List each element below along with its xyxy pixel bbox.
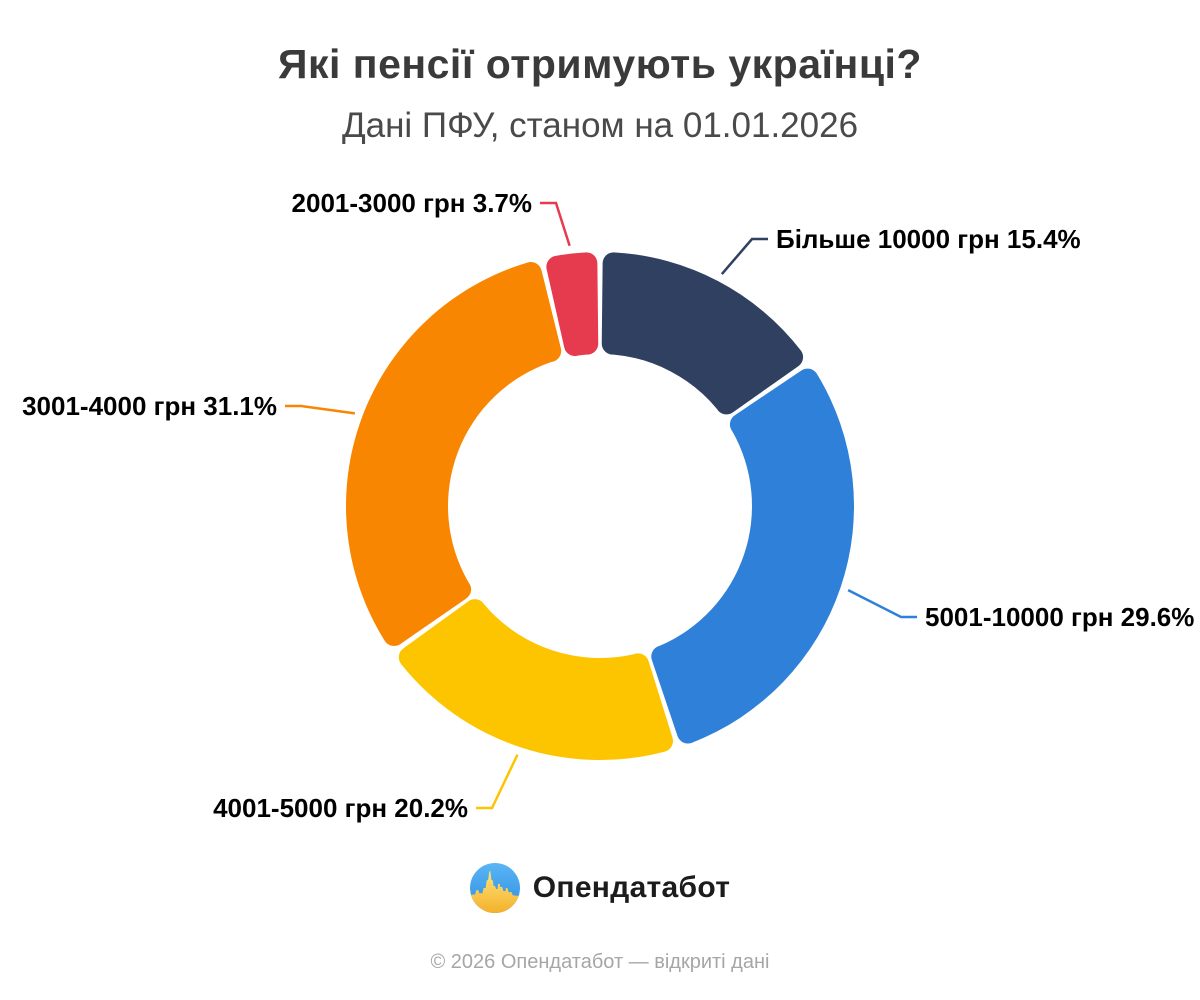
chart-title: Які пенсії отримують українці? [278,41,922,87]
slice-label-2001-3000: 2001-3000 грн 3.7% [291,188,532,218]
opendatabot-logo-text: Опендатабот [532,871,731,904]
donut-slice-4[interactable] [346,262,562,647]
footer-copyright: © 2026 Опендатабот — відкриті дані [430,951,770,973]
opendatabot-logo: Опендатабот [0,863,1200,913]
slice-label-more-10000: Більше 10000 грн 15.4% [776,224,1081,254]
donut-slice-3[interactable] [398,599,674,760]
opendatabot-logo-icon [469,863,520,913]
donut-slice-2[interactable] [651,368,855,744]
slice-label-5001-10000: 5001-10000 грн 29.6% [925,602,1195,632]
label-connector-0 [540,201,571,247]
chart-subtitle: Дані ПФУ, станом на 01.01.2026 [341,106,859,145]
donut-slice-1[interactable] [601,252,804,415]
label-connector-2 [847,588,917,619]
slice-label-3001-4000: 3001-4000 грн 31.1% [22,391,277,421]
slice-label-4001-5000: 4001-5000 грн 20.2% [213,793,468,823]
label-connector-1 [720,237,768,275]
label-connector-4 [285,404,356,415]
label-connector-3 [476,754,519,810]
donut-slice-0[interactable] [546,252,599,357]
